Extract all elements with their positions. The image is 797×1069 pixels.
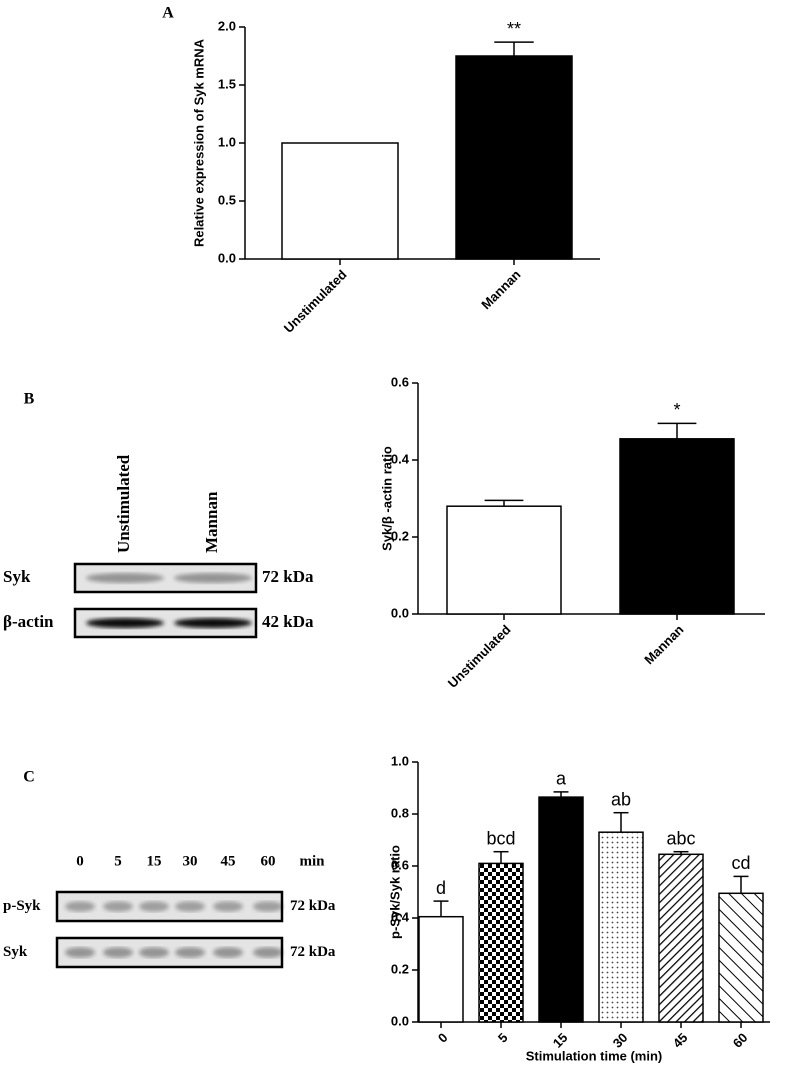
blot-frame [73,562,258,594]
blot-band [65,901,95,912]
y-tick-label: 0.2 [391,961,409,976]
lane-label: 15 [147,853,162,869]
x-tick-label: Mannan [641,622,686,667]
x-tick-label: 0 [435,1030,451,1046]
significance-label: ab [611,789,631,809]
blot-band [253,947,283,958]
bar [418,915,464,1023]
row-label: p-Syk [3,898,41,914]
x-tick-label: Unstimulated [281,267,350,336]
blot-band [139,947,169,958]
significance-label: d [436,878,446,898]
size-label: 42 kDa [262,612,314,631]
y-tick-label: 1.5 [218,76,236,91]
y-tick-label: 0.4 [391,451,410,466]
significance-label: ** [507,19,521,39]
blot-band [174,617,252,629]
blot-frame [55,936,284,969]
lane-label: 30 [183,853,198,869]
y-tick-label: 1.0 [391,753,409,768]
lane-label: 0 [76,853,84,869]
x-axis-label: Stimulation time (min) [526,1048,663,1063]
blot-band [86,617,164,629]
significance-label: abc [666,828,695,848]
panel-label: B [24,391,35,408]
blot-band [175,947,205,958]
y-tick-label: 1.0 [218,134,236,149]
blot-band [213,947,243,958]
y-tick-label: 0.5 [218,192,236,207]
lane-unit: min [299,853,325,869]
y-tick-label: 2.0 [218,18,236,33]
blot-band [65,947,95,958]
y-tick-label: 0.8 [391,805,409,820]
blot-band [139,901,169,912]
y-axis-label: p-Syk/Syk ratio [387,845,402,939]
y-tick-label: 0.4 [391,909,410,924]
x-tick-label: 45 [670,1030,691,1051]
bar [598,831,644,1023]
panel-label: A [162,5,174,22]
bar [446,505,562,615]
panel-label: C [23,769,35,786]
blot-frame [55,890,284,923]
y-tick-label: 0.0 [391,605,409,620]
bar [455,55,573,260]
bar [619,438,735,615]
blot-band [213,901,243,912]
bar [658,853,704,1023]
bar [538,796,584,1023]
blot-band [103,901,133,912]
blot-band [103,947,133,958]
y-tick-label: 0.2 [391,528,409,543]
lane-label: 45 [221,853,236,869]
significance-label: cd [731,853,750,873]
lane-label: Mannan [202,491,221,553]
size-label: 72 kDa [290,898,336,914]
y-tick-label: 0.0 [391,1013,409,1028]
significance-label: bcd [486,828,515,848]
blot-band [175,901,205,912]
x-tick-label: Unstimulated [445,622,514,691]
row-label: β-actin [3,612,54,631]
row-label: Syk [3,567,31,586]
x-tick-label: Mannan [478,267,523,312]
blot-frame [73,607,258,639]
lane-label: Unstimulated [114,454,133,553]
size-label: 72 kDa [262,567,314,586]
x-tick-label: 60 [730,1030,751,1051]
row-label: Syk [3,944,28,960]
bar [478,862,524,1023]
significance-label: * [673,400,680,420]
size-label: 72 kDa [290,944,336,960]
bar [718,892,764,1023]
y-tick-label: 0.6 [391,857,409,872]
y-tick-label: 0.0 [218,250,236,265]
blot-band [86,572,164,584]
y-tick-label: 0.6 [391,374,409,389]
lane-label: 60 [261,853,276,869]
y-axis-label: Syk/β -actin ratio [379,446,394,551]
bar [281,142,399,260]
blot-band [253,901,283,912]
lane-label: 5 [114,853,122,869]
x-tick-label: 5 [495,1030,511,1046]
significance-label: a [556,769,567,789]
y-axis-label: Relative expression of Syk mRNA [191,38,206,247]
blot-band [174,572,252,584]
